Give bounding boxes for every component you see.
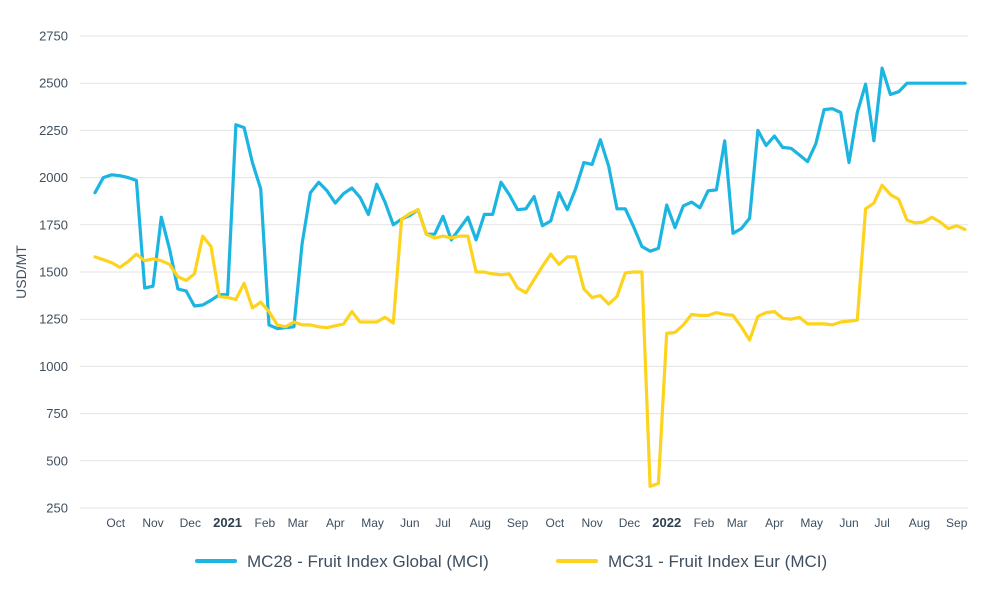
x-tick-label: 2022 (652, 515, 681, 530)
x-tick-label: Aug (909, 516, 930, 530)
x-tick-label: May (361, 516, 384, 530)
x-tick-label: Dec (180, 516, 201, 530)
y-tick-label: 1250 (39, 312, 68, 327)
x-tick-label: Jun (839, 516, 858, 530)
y-tick-label: 2250 (39, 123, 68, 138)
y-tick-label: 2000 (39, 170, 68, 185)
series-line-2 (93, 183, 967, 488)
legend: MC28 - Fruit Index Global (MCI) MC31 - Fr… (195, 552, 827, 571)
x-tick-label: Oct (546, 516, 565, 530)
x-tick-label: Jul (874, 516, 889, 530)
x-tick-label: Dec (619, 516, 640, 530)
x-tick-label: Mar (727, 516, 748, 530)
x-tick-label: Nov (142, 516, 163, 530)
y-tick-label: 1500 (39, 265, 68, 280)
x-tick-label: Sep (507, 516, 529, 530)
x-axis-ticks: Oct Nov Dec 2021 Feb Mar Apr May Jun Jul Aug Sep Oct… (106, 515, 967, 530)
x-tick-label: Jun (400, 516, 419, 530)
y-axis-ticks: 250 500 750 1000 1250 1500 1750 2000 2250 2500 275… (39, 29, 68, 516)
series-lines (93, 66, 967, 488)
legend-label: MC31 - Fruit Index Eur (MCI) (608, 552, 827, 571)
legend-label: MC28 - Fruit Index Global (MCI) (247, 552, 489, 571)
x-tick-label: Feb (255, 516, 276, 530)
x-tick-label: Aug (470, 516, 491, 530)
x-tick-label: Nov (581, 516, 602, 530)
x-tick-label: Sep (946, 516, 968, 530)
x-tick-label: Feb (694, 516, 715, 530)
y-tick-label: 1750 (39, 217, 68, 232)
x-tick-label: May (800, 516, 823, 530)
y-axis-label: USD/MT (13, 245, 29, 299)
y-tick-label: 500 (46, 453, 68, 468)
x-tick-label: Jul (435, 516, 450, 530)
y-tick-label: 2500 (39, 76, 68, 91)
x-tick-label: Apr (765, 516, 784, 530)
y-tick-label: 1000 (39, 359, 68, 374)
grid-lines (80, 35, 968, 509)
y-tick-label: 750 (46, 406, 68, 421)
x-tick-label: 2021 (213, 515, 242, 530)
y-tick-label: 2750 (39, 29, 68, 44)
series-line-1 (93, 66, 967, 331)
x-tick-label: Mar (288, 516, 309, 530)
x-tick-label: Oct (106, 516, 125, 530)
y-tick-label: 250 (46, 501, 68, 516)
x-tick-label: Apr (326, 516, 345, 530)
